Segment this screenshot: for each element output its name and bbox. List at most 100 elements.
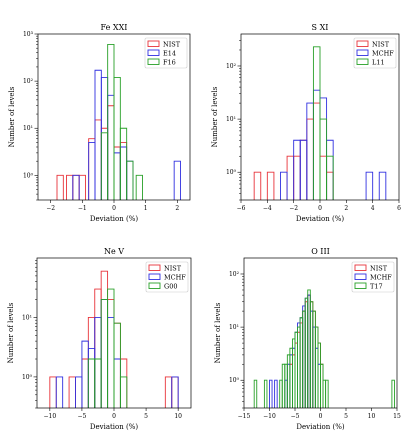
bar-f16 [113, 76, 121, 200]
bar-f16 [126, 160, 134, 200]
bar-g00 [94, 358, 102, 408]
legend-label: NIST [164, 264, 182, 272]
bar-e14 [173, 160, 181, 200]
bar-t17 [253, 379, 258, 408]
bar-mchf [293, 139, 301, 200]
bar-g00 [107, 288, 115, 408]
x-tick-label: −10 [43, 413, 56, 420]
bar-nist [312, 102, 321, 200]
legend-label: MCHF [164, 273, 186, 281]
legend-label: F16 [163, 58, 176, 66]
bar-nist [49, 376, 57, 408]
x-tick-label: −2 [46, 205, 55, 212]
legend-swatch-l11 [356, 58, 369, 65]
panel-4: −15 −10 −5 0 5 10 15 10⁰ 10¹ 10² O III Deviation (%… [214, 247, 401, 431]
legend-label: L11 [372, 58, 385, 66]
legend-box [144, 37, 188, 69]
panel-2: −6 −4 −2 0 2 4 6 10⁰ 10¹ 10² S XI Deviation (%) Numb… [211, 23, 401, 223]
bar-nist [286, 155, 295, 200]
series-f16 [100, 44, 143, 200]
legend-swatch-nist [356, 40, 369, 47]
legend-label: G00 [164, 282, 177, 290]
bar-nist [113, 322, 121, 408]
x-tick-label: −10 [263, 413, 276, 420]
bar-e14 [72, 174, 80, 200]
bar-nist [88, 138, 96, 200]
y-axis-label: Number of levels [7, 302, 15, 363]
bar-nist [293, 155, 301, 200]
legend-label: NIST [163, 40, 181, 48]
panel-title: Fe XXI [101, 23, 128, 32]
bar-mchf [365, 171, 374, 200]
bar-nist [107, 299, 115, 408]
legend-box [145, 261, 189, 293]
x-tick-label: 0 [112, 413, 116, 420]
y-tick-label: 10¹ [229, 324, 239, 331]
x-tick-label: 6 [397, 205, 401, 212]
x-tick-label: 5 [144, 413, 148, 420]
bar-mchf [94, 317, 102, 408]
x-tick-label: 2 [344, 205, 348, 212]
bar-e14 [100, 76, 109, 200]
series-g00 [87, 288, 128, 408]
bar-mchf [306, 102, 314, 200]
legend-label: T17 [370, 282, 383, 290]
bar-f16 [107, 44, 115, 200]
bar-nist [299, 139, 308, 200]
bar-f16 [100, 132, 109, 200]
legend-swatch-g00 [148, 282, 161, 289]
bar-nist [107, 105, 115, 200]
series-l11 [312, 46, 334, 200]
bar-nist [171, 376, 179, 408]
x-tick-label: −2 [289, 205, 298, 212]
bar-nist [81, 358, 89, 408]
legend-swatch-mchf [356, 49, 369, 56]
panel-title: O III [311, 247, 330, 256]
bar-nist [68, 376, 76, 408]
bar-mchf [280, 171, 288, 200]
bar-mchf [171, 376, 179, 408]
legend-swatch-t17 [354, 282, 367, 289]
bar-f16 [135, 174, 143, 200]
bar-nist [113, 146, 121, 200]
bar-mchf [319, 97, 328, 200]
x-tick-label: −15 [238, 413, 251, 420]
bar-g00 [100, 299, 109, 408]
legend-swatch-nist [354, 264, 367, 271]
x-tick-label: −5 [291, 413, 300, 420]
x-tick-label: 2 [175, 205, 179, 212]
bar-e14 [88, 141, 96, 200]
bar-nist [87, 317, 96, 408]
bar-nist [119, 358, 128, 408]
series-mchf [55, 299, 179, 408]
legend-box [353, 37, 397, 69]
y-axis-label: Number of levels [214, 302, 222, 363]
y-axis-label: Number of levels [211, 86, 219, 147]
bar-mchf [378, 171, 387, 200]
x-tick-label: 10 [174, 413, 182, 420]
bar-nist [266, 171, 275, 200]
legend-swatch-e14 [147, 49, 160, 56]
x-tick-label: −1 [78, 205, 87, 212]
bar-l11 [312, 46, 321, 200]
legend-swatch-f16 [147, 58, 160, 65]
bar-nist [253, 171, 262, 200]
bar-mchf [100, 299, 109, 408]
legend-swatch-nist [148, 264, 161, 271]
x-axis-label: Deviation (%) [90, 423, 139, 431]
bar-t17 [391, 379, 395, 408]
x-tick-label: −6 [237, 205, 246, 212]
y-tick-label: 10⁰ [226, 169, 237, 176]
series-t17 [253, 289, 395, 408]
y-tick-label: 10⁰ [229, 377, 240, 384]
bar-g00 [87, 358, 96, 408]
y-tick-label: 10¹ [22, 314, 32, 321]
legend-swatch-mchf [354, 273, 367, 280]
bar-e14 [107, 94, 115, 200]
bar-l11 [319, 118, 328, 200]
bar-nist [78, 174, 86, 200]
